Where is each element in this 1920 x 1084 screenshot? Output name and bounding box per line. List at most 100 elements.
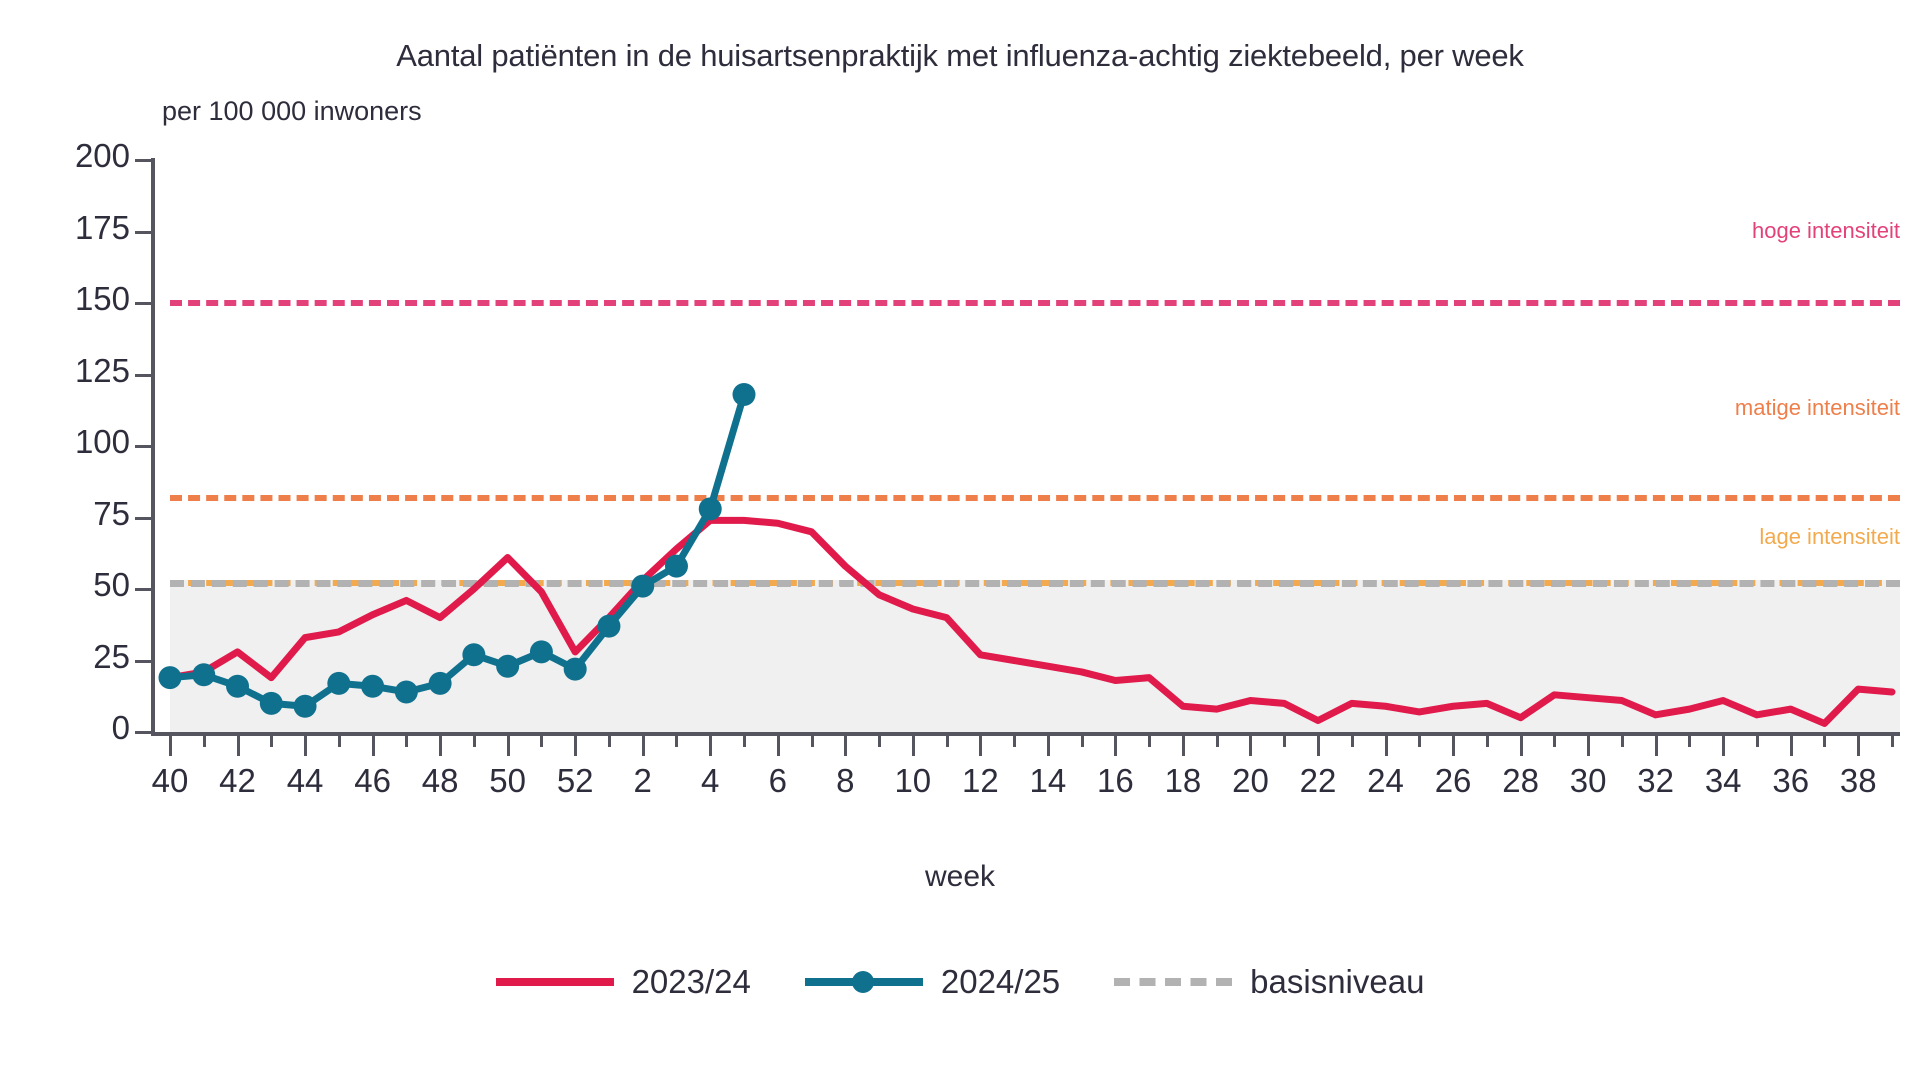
x-tick-minor	[1891, 736, 1894, 747]
y-tick-label: 100	[74, 423, 130, 460]
x-tick-label: 24	[1367, 762, 1404, 799]
threshold-line-hoge-intensiteit	[170, 300, 1900, 307]
x-tick-label: 38	[1839, 762, 1877, 799]
y-tick-label: 25	[93, 637, 130, 675]
legend-item-2024-25[interactable]: 2024/25	[804, 963, 1060, 1001]
x-tick-major	[1857, 736, 1861, 756]
x-tick-label: 32	[1637, 762, 1674, 799]
x-tick-label: 34	[1704, 762, 1742, 799]
x-tick-minor	[1080, 736, 1084, 747]
x-tick-minor	[540, 736, 544, 747]
x-tick-label: 10	[894, 762, 932, 799]
data-point-marker	[732, 383, 756, 407]
x-tick-major	[236, 736, 240, 756]
x-tick-label: 20	[1232, 762, 1269, 799]
x-tick-label: 52	[556, 762, 594, 799]
y-tick-label: 175	[74, 208, 130, 246]
x-tick-major	[1587, 736, 1591, 756]
x-axis-line	[151, 732, 1900, 736]
x-tick-minor	[607, 736, 611, 747]
x-tick-major	[1181, 736, 1185, 756]
x-tick-minor	[743, 736, 746, 747]
x-tick-label: 12	[961, 762, 999, 799]
y-tick-label: 125	[74, 351, 130, 389]
data-point-marker	[361, 674, 385, 698]
threshold-label-hoge-intensiteit: hoge intensiteit	[1752, 217, 1900, 243]
threshold-label-lage-intensiteit: lage intensiteit	[1759, 523, 1900, 549]
legend-label: 2023/24	[631, 963, 751, 1000]
x-tick-major	[1519, 736, 1523, 756]
x-tick-minor	[1013, 736, 1017, 747]
series-2023-24	[166, 516, 1896, 727]
x-tick-major	[1114, 736, 1118, 756]
y-tick-label: 0	[111, 709, 130, 746]
y-tick	[135, 516, 152, 520]
x-tick-major	[911, 736, 915, 756]
legend-swatch-icon	[495, 967, 614, 997]
x-tick-major	[641, 736, 645, 756]
x-tick-minor	[270, 736, 274, 747]
legend-swatch-icon	[1114, 967, 1233, 997]
x-tick-major	[979, 736, 983, 756]
series-line	[166, 516, 1896, 727]
x-tick-minor	[1620, 736, 1624, 747]
x-tick-major	[844, 736, 848, 756]
y-tick	[135, 373, 152, 377]
x-tick-minor	[1485, 736, 1489, 747]
data-point-marker	[496, 654, 520, 678]
x-tick-label: 2	[633, 762, 652, 799]
y-tick	[135, 445, 152, 448]
x-tick-label: 16	[1097, 762, 1134, 799]
legend-item-basisniveau[interactable]: basisniveau	[1114, 963, 1424, 1001]
x-tick-minor	[1688, 736, 1692, 747]
x-tick-major	[574, 736, 578, 756]
data-point-marker	[293, 694, 317, 718]
threshold-line-basisniveau	[170, 580, 1900, 588]
x-tick-minor	[1215, 736, 1219, 747]
series-2024-25	[158, 383, 756, 718]
y-tick-label: 75	[93, 494, 130, 532]
x-axis-title: week	[924, 860, 996, 893]
data-point-marker	[158, 666, 182, 690]
x-tick-label: 36	[1772, 762, 1810, 799]
x-tick-major	[1722, 736, 1726, 756]
y-tick-label: 150	[74, 280, 130, 317]
x-tick-label: 42	[219, 762, 256, 799]
y-tick-label: 50	[93, 566, 130, 603]
x-tick-major	[1046, 736, 1050, 756]
legend-dashed-line	[1114, 978, 1233, 986]
x-tick-minor	[1148, 736, 1152, 747]
data-point-marker	[597, 614, 621, 638]
data-point-marker	[462, 643, 486, 667]
x-tick-label: 22	[1299, 762, 1337, 799]
x-tick-label: 40	[151, 762, 189, 799]
data-point-marker	[529, 640, 553, 664]
chart-legend: 2023/24 2024/25 basisniveau	[0, 963, 1920, 1001]
y-tick	[135, 588, 152, 591]
data-point-marker	[664, 554, 688, 578]
chart-subtitle: per 100 000 inwoners	[162, 96, 422, 126]
x-tick-label: 4	[701, 762, 720, 799]
x-tick-label: 30	[1569, 762, 1607, 799]
x-tick-minor	[337, 736, 341, 747]
data-point-marker	[698, 497, 722, 521]
x-tick-label: 50	[489, 762, 526, 799]
x-tick-major	[506, 736, 510, 756]
data-point-marker	[327, 671, 351, 695]
x-tick-label: 8	[836, 762, 855, 799]
x-tick-label: 26	[1434, 762, 1472, 799]
legend-label: basisniveau	[1250, 963, 1425, 1000]
x-tick-label: 18	[1164, 762, 1202, 799]
x-tick-label: 44	[286, 762, 324, 799]
x-tick-label: 14	[1029, 762, 1067, 799]
x-tick-minor	[1823, 736, 1827, 747]
x-tick-label: 6	[768, 762, 787, 799]
x-tick-minor	[202, 736, 206, 747]
legend-item-2023-24[interactable]: 2023/24	[495, 963, 751, 1001]
x-tick-major	[304, 736, 308, 756]
y-tick	[135, 230, 152, 234]
x-tick-major	[1452, 736, 1456, 756]
y-tick	[135, 659, 152, 663]
